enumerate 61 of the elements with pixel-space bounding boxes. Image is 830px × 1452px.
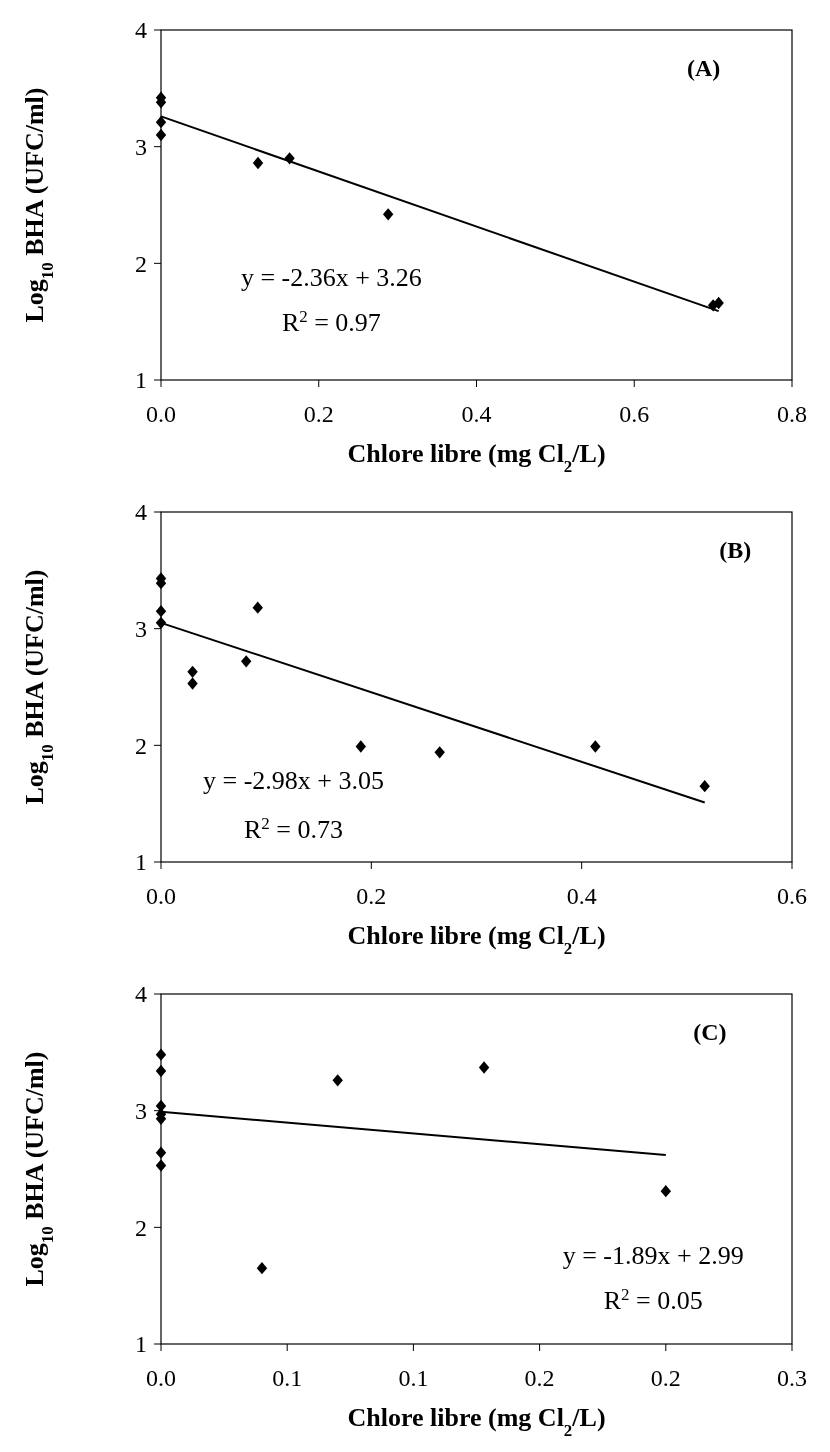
point: [252, 601, 263, 614]
point: [187, 665, 198, 678]
point: [155, 116, 167, 129]
point: [382, 208, 394, 221]
point: [699, 780, 710, 793]
x-tick-label: 0.0: [146, 883, 176, 909]
point: [256, 1262, 268, 1275]
annotation: y = -2.36x + 3.26: [240, 262, 422, 292]
x-tick-label: 0.2: [303, 401, 334, 427]
annotation: y = -2.98x + 3.05: [203, 765, 384, 795]
y-tick-label: 3: [135, 616, 147, 643]
point: [155, 605, 167, 618]
point: [590, 740, 601, 753]
x-tick-label: 0.6: [619, 401, 650, 427]
x-axis-title: Chlore libre (mg Cl$_{2}$/L): [347, 1403, 606, 1440]
x-tick-label: 0.6: [777, 883, 807, 909]
point: [434, 746, 445, 759]
point: [713, 296, 724, 310]
point: [355, 740, 367, 753]
y-tick-label: 1: [135, 1331, 147, 1358]
x-axis-title: Chlore libre (mg Cl$_{2}$/L): [347, 439, 606, 476]
y-tick-label: 2: [135, 732, 147, 759]
y-tick-label: 4: [135, 981, 147, 1008]
y-tick-label: 2: [135, 250, 147, 277]
x-tick-label: 0.1: [398, 1365, 429, 1391]
x-tick-label: 0.3: [777, 1365, 807, 1391]
point: [332, 1074, 343, 1087]
y-tick-label: 3: [135, 134, 147, 161]
point: [155, 1048, 167, 1061]
point: [155, 1159, 167, 1172]
point: [240, 655, 252, 668]
annotation: R$^{2}$ = 0.97: [281, 306, 381, 337]
annotation: y = -1.89x + 2.99: [562, 1240, 744, 1270]
point: [478, 1061, 490, 1074]
y-tick-label: 3: [135, 1098, 147, 1125]
y-tick-label: 4: [135, 17, 147, 44]
point: [187, 677, 198, 690]
y-tick-label: 2: [135, 1214, 147, 1241]
y-tick-label: 1: [135, 849, 147, 876]
annotation: R$^{2}$ = 0.73: [244, 813, 343, 844]
point: [252, 156, 264, 170]
x-tick-label: 0.0: [146, 401, 176, 427]
x-axis-title: Chlore libre (mg Cl$_{2}$/L): [347, 921, 606, 958]
x-tick-label: 0.2: [524, 1365, 555, 1391]
x-tick-label: 0.2: [650, 1365, 681, 1391]
x-tick-label: 0.4: [566, 883, 597, 909]
annotation: R$^{2}$ = 0.05: [603, 1284, 703, 1315]
annotation: (B): [719, 536, 752, 563]
point: [155, 128, 167, 142]
x-tick-label: 0.8: [777, 401, 807, 427]
annotation: (C): [693, 1018, 727, 1045]
point: [155, 1064, 167, 1078]
point: [660, 1185, 671, 1198]
y-tick-label: 4: [135, 499, 147, 526]
y-tick-label: 1: [135, 367, 147, 394]
point: [155, 1146, 167, 1159]
x-tick-label: 0.4: [461, 401, 492, 427]
x-tick-label: 0.0: [146, 1365, 176, 1391]
annotation: (A): [687, 54, 721, 81]
x-tick-label: 0.2: [356, 883, 387, 909]
x-tick-label: 0.1: [272, 1365, 303, 1391]
